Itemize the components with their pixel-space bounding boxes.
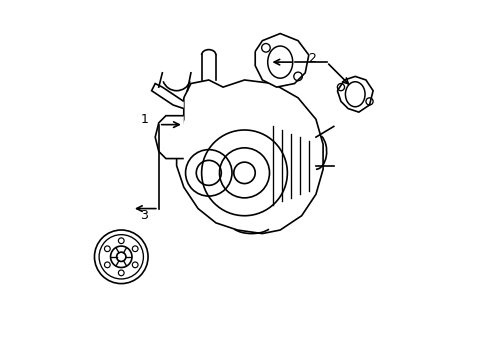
- Text: 1: 1: [140, 113, 148, 126]
- Text: 3: 3: [140, 209, 148, 222]
- PathPatch shape: [337, 76, 372, 112]
- PathPatch shape: [255, 33, 308, 87]
- PathPatch shape: [176, 80, 323, 234]
- Text: 2: 2: [308, 52, 316, 65]
- PathPatch shape: [155, 116, 183, 158]
- PathPatch shape: [151, 84, 183, 109]
